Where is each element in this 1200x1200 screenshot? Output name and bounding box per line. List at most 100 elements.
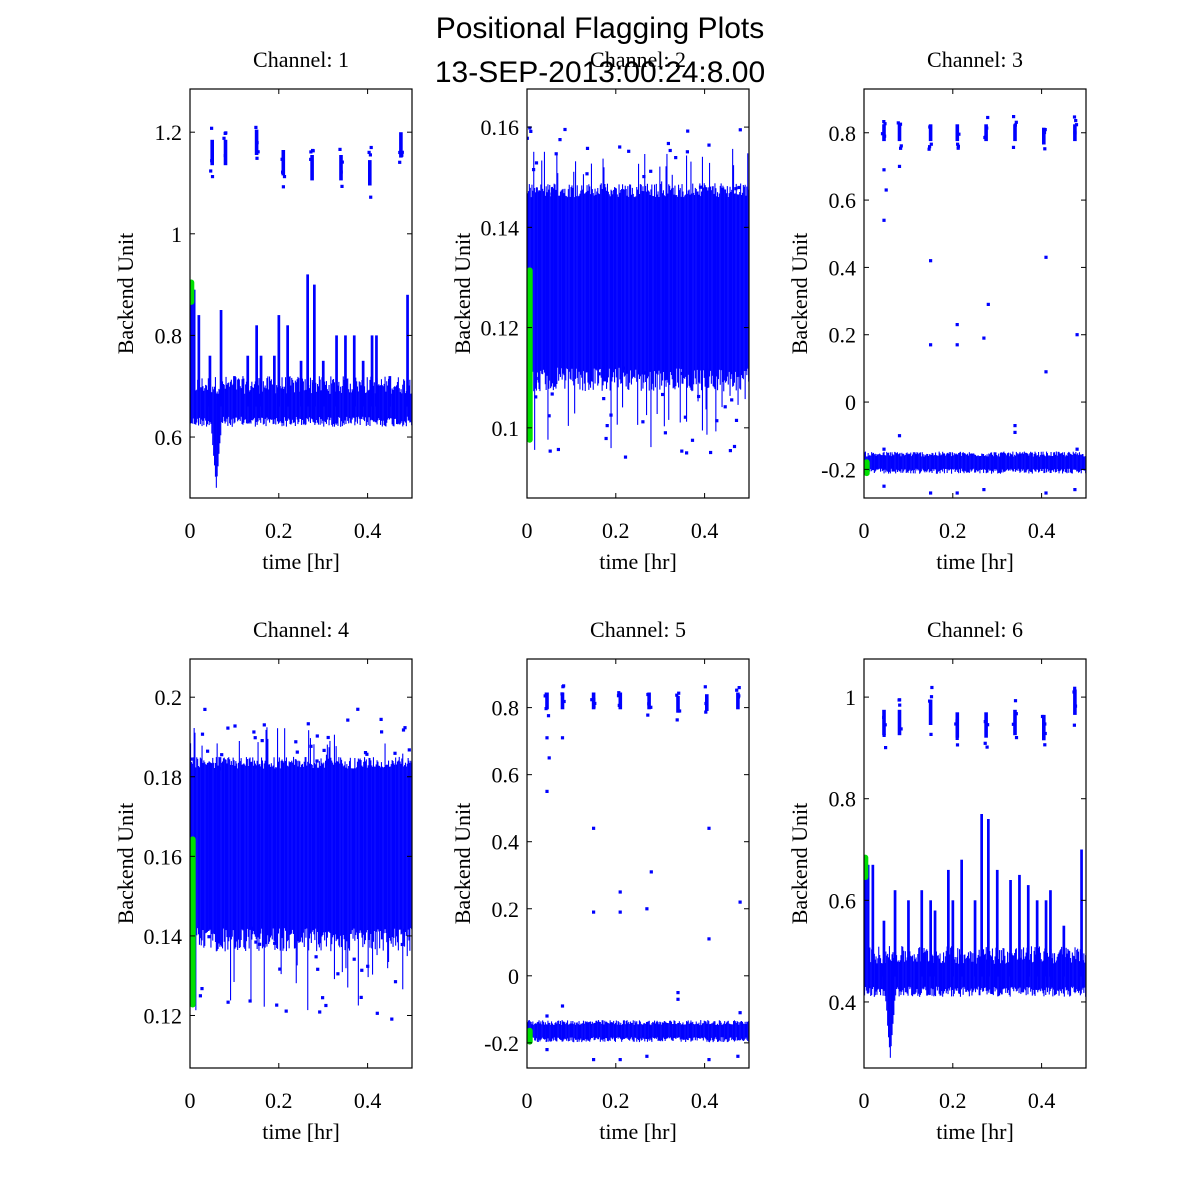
data-column bbox=[348, 766, 350, 949]
data-column bbox=[724, 189, 726, 381]
data-column bbox=[1059, 950, 1061, 990]
data-column bbox=[985, 947, 987, 991]
data-column bbox=[1055, 960, 1057, 995]
data-column bbox=[296, 760, 298, 966]
outlier-point bbox=[253, 765, 257, 769]
data-column bbox=[583, 1023, 585, 1041]
cluster-point bbox=[400, 150, 404, 154]
data-column bbox=[727, 197, 729, 385]
data-column bbox=[200, 758, 202, 946]
data-column bbox=[568, 184, 570, 372]
data-column bbox=[354, 758, 356, 941]
axes-box bbox=[526, 88, 750, 499]
outlier-point bbox=[897, 164, 902, 168]
data-column bbox=[211, 763, 213, 935]
data-column bbox=[212, 757, 214, 941]
data-column bbox=[549, 1022, 551, 1041]
data-column bbox=[642, 186, 644, 389]
data-column bbox=[707, 190, 709, 388]
data-column bbox=[643, 1023, 645, 1039]
data-column bbox=[283, 762, 285, 949]
data-column bbox=[633, 196, 635, 377]
data-column bbox=[281, 759, 283, 939]
data-column bbox=[272, 765, 274, 929]
data-column bbox=[614, 187, 616, 383]
data-column bbox=[539, 190, 541, 392]
data-column bbox=[983, 456, 985, 470]
data-column bbox=[228, 757, 230, 942]
x-axis-label: time [hr] bbox=[262, 549, 340, 574]
data-column bbox=[328, 747, 330, 932]
cluster-point bbox=[898, 122, 903, 126]
data-column bbox=[227, 383, 229, 426]
data-column bbox=[612, 194, 614, 378]
data-column bbox=[885, 951, 887, 1002]
outlier-point bbox=[1044, 491, 1048, 495]
data-column bbox=[344, 761, 346, 951]
cluster-point bbox=[544, 707, 548, 711]
data-column bbox=[646, 1021, 648, 1042]
data-column bbox=[894, 956, 896, 1001]
data-column bbox=[927, 454, 929, 471]
data-column bbox=[579, 193, 581, 390]
data-column bbox=[544, 1022, 546, 1040]
data-column bbox=[1038, 946, 1040, 990]
spike bbox=[321, 360, 325, 407]
data-column bbox=[314, 763, 316, 941]
data-column bbox=[1000, 950, 1002, 995]
data-column bbox=[201, 378, 203, 427]
data-column bbox=[719, 1020, 721, 1042]
subplot-title: Channel: 6 bbox=[927, 617, 1023, 642]
cluster bbox=[1042, 127, 1046, 145]
data-column bbox=[330, 376, 332, 418]
data-column bbox=[646, 191, 648, 416]
outlier-point bbox=[929, 343, 933, 347]
data-column bbox=[880, 454, 882, 472]
data-column bbox=[945, 454, 947, 470]
data-column bbox=[694, 187, 696, 379]
data-column bbox=[873, 953, 875, 997]
data-column bbox=[542, 1020, 544, 1038]
data-column bbox=[368, 757, 370, 940]
outlier-point bbox=[545, 1014, 549, 1018]
data-column bbox=[581, 1023, 583, 1043]
data-column bbox=[597, 188, 599, 386]
data-column bbox=[932, 955, 934, 990]
outlier-point bbox=[882, 218, 886, 222]
data-column bbox=[592, 193, 594, 390]
data-column bbox=[550, 1024, 552, 1042]
data-column bbox=[593, 195, 595, 369]
x-tick-label: 0 bbox=[185, 518, 196, 543]
data-column bbox=[1052, 953, 1054, 997]
data-column bbox=[976, 455, 978, 472]
outlier-point bbox=[306, 722, 310, 726]
data-column bbox=[705, 187, 707, 410]
cluster-point bbox=[930, 685, 934, 690]
data-column bbox=[595, 1020, 597, 1039]
data-column bbox=[1038, 456, 1040, 472]
outlier-point bbox=[295, 750, 299, 754]
cluster bbox=[676, 695, 680, 713]
x-tick-label: 0.4 bbox=[354, 518, 382, 543]
data-column bbox=[379, 385, 381, 420]
data-column bbox=[303, 761, 305, 947]
data-column bbox=[986, 959, 988, 995]
data-column bbox=[289, 762, 291, 935]
data-column bbox=[302, 766, 304, 933]
data-column bbox=[392, 390, 394, 426]
data-column bbox=[660, 1022, 662, 1042]
data-column bbox=[941, 454, 943, 470]
data-column bbox=[311, 380, 313, 420]
y-axis-label: Backend Unit bbox=[113, 803, 138, 925]
outlier-point bbox=[401, 728, 406, 732]
data-column bbox=[886, 451, 888, 471]
cluster-point bbox=[646, 713, 650, 717]
cluster-point bbox=[1013, 699, 1018, 703]
data-column bbox=[1078, 951, 1080, 993]
data-column bbox=[1068, 950, 1070, 992]
cluster-point bbox=[986, 115, 990, 120]
data-column bbox=[1007, 951, 1009, 993]
data-column bbox=[546, 192, 548, 376]
data-column bbox=[192, 289, 194, 419]
data-column bbox=[576, 185, 578, 378]
